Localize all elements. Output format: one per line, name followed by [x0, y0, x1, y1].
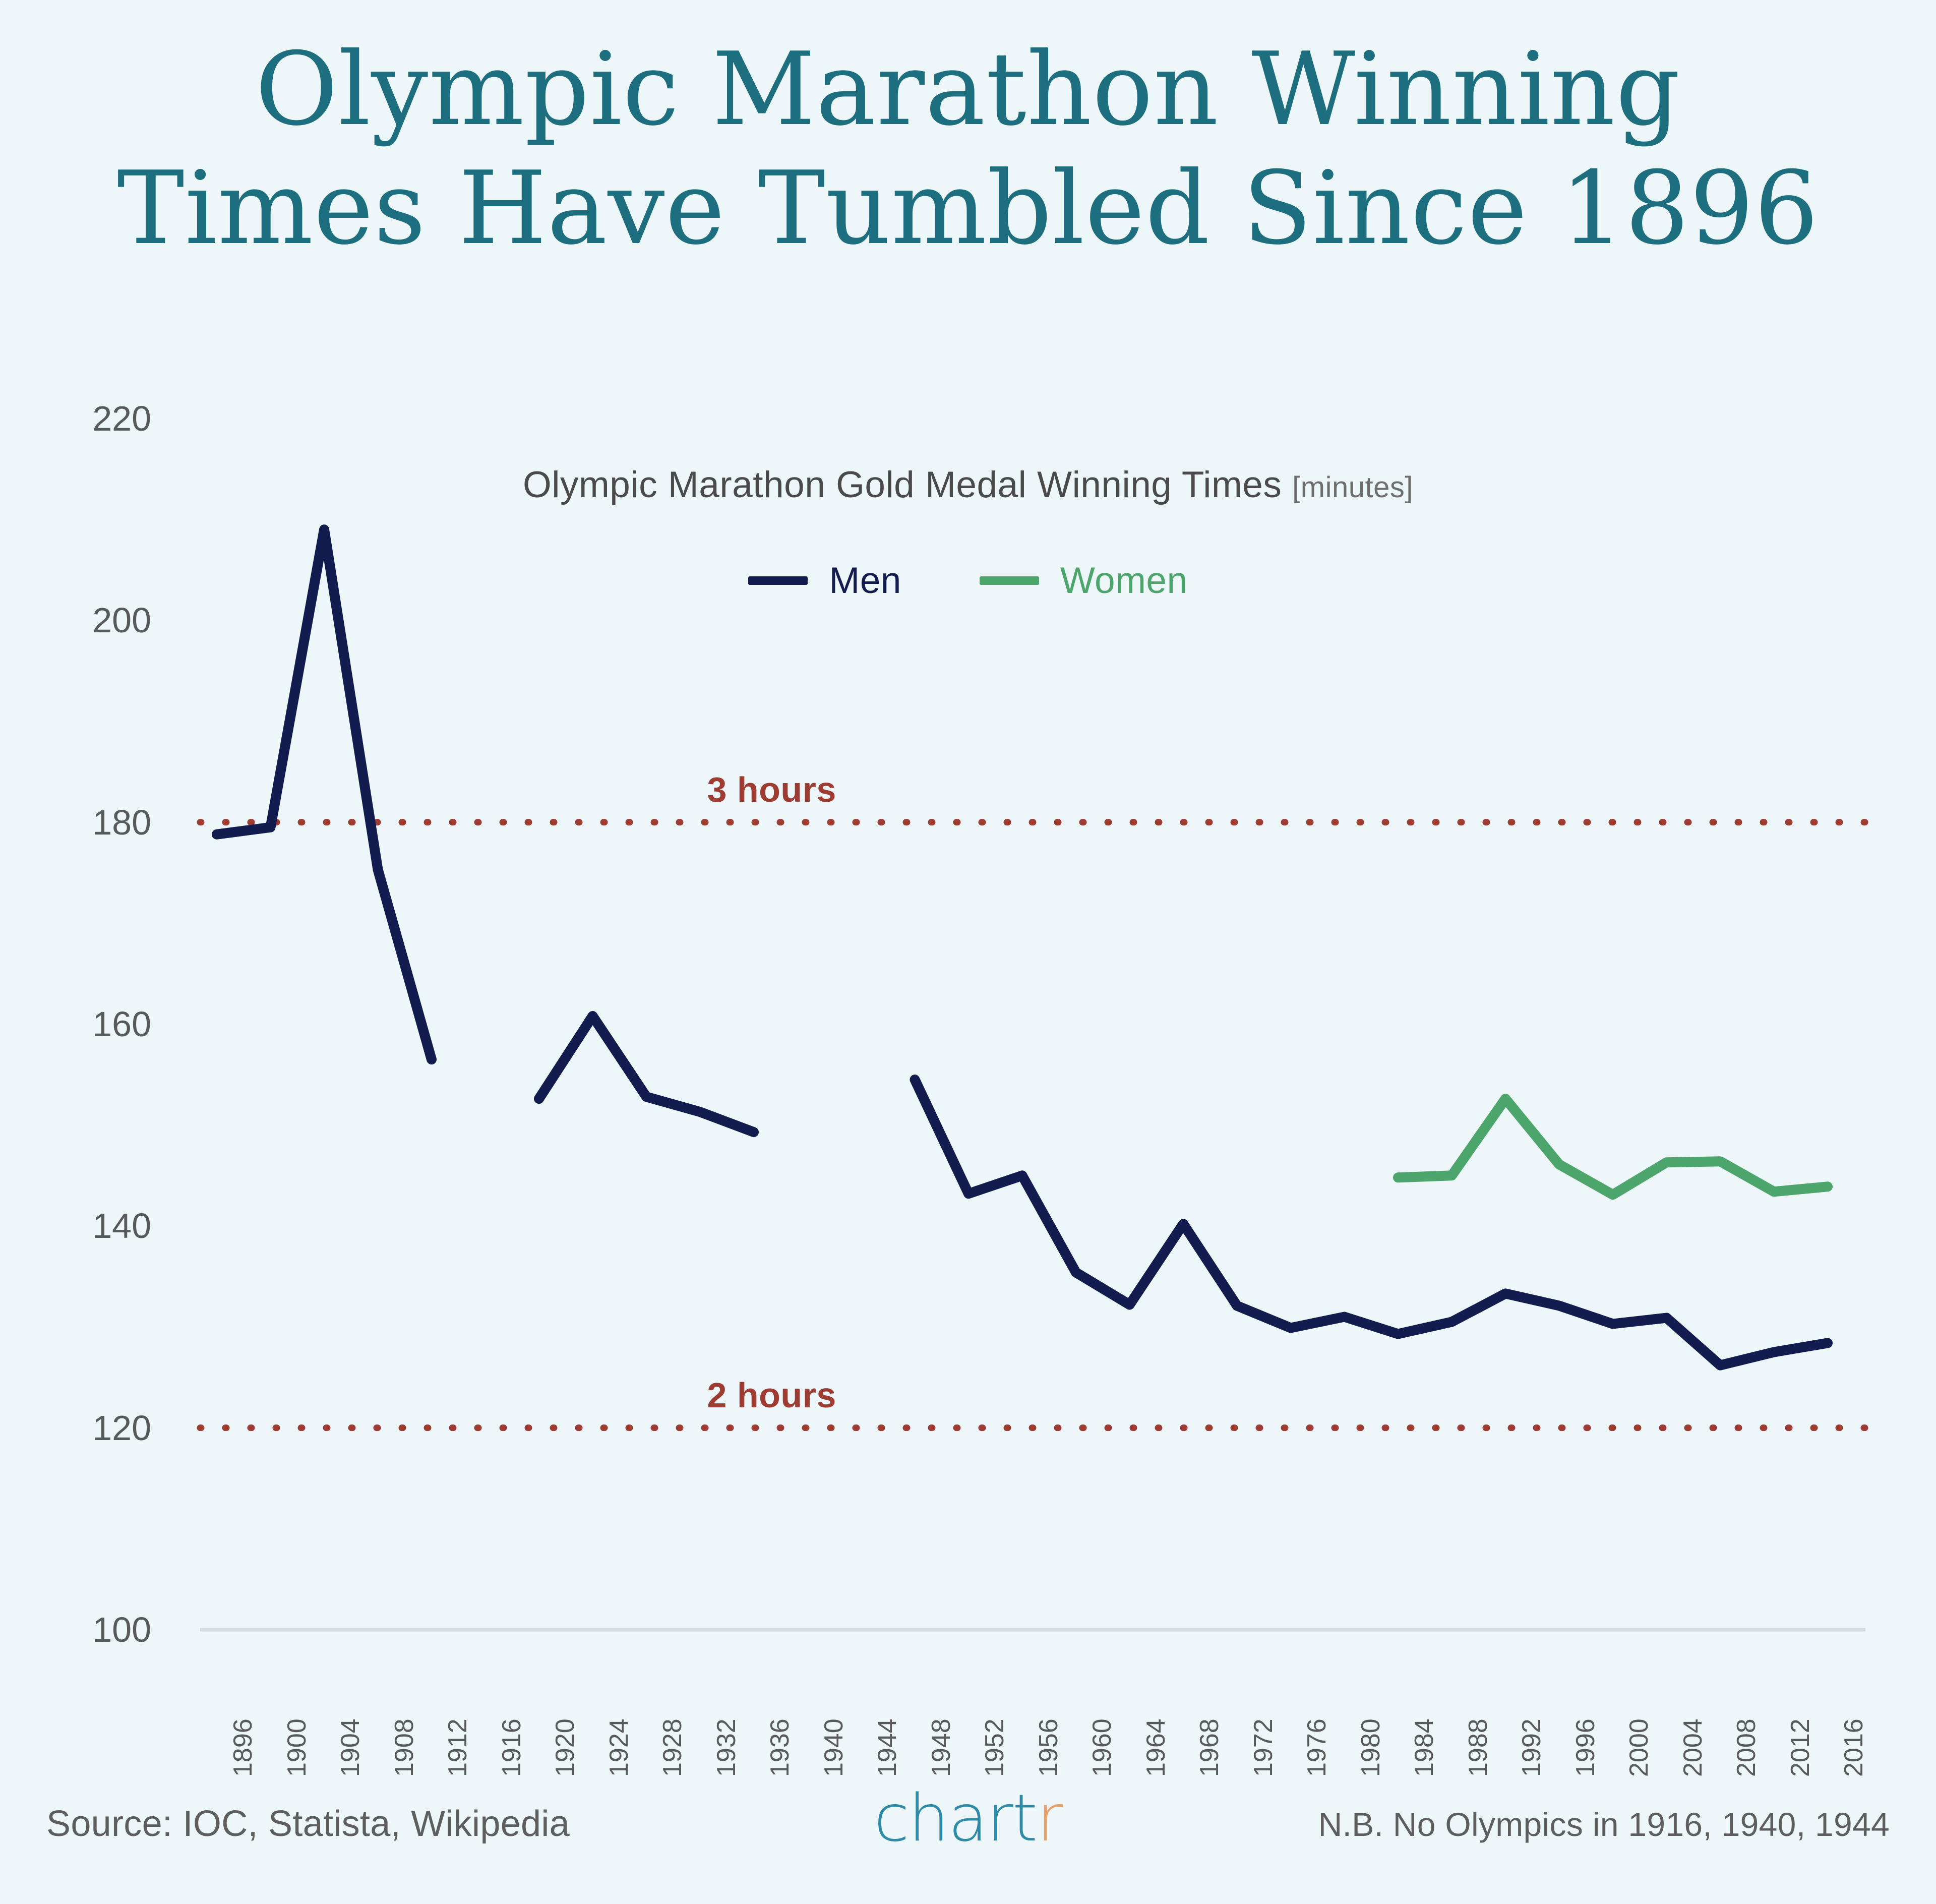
x-axis-tick-label: 1936: [765, 1718, 795, 1777]
x-axis-tick-label: 1944: [873, 1718, 902, 1777]
x-axis-tick-label: 1920: [551, 1718, 580, 1777]
x-axis-tick-label: 2016: [1839, 1718, 1868, 1777]
reference-lines-group: [197, 819, 1869, 1432]
x-axis-tick-label: 1924: [604, 1718, 634, 1777]
legend-swatch-men-icon: [748, 576, 808, 585]
y-axis-tick-label: 200: [92, 601, 151, 640]
y-axis-tick-label: 180: [92, 802, 151, 842]
series-line-men: [910, 1075, 1833, 1371]
x-axis-tick-label: 2012: [1785, 1718, 1815, 1777]
y-axis-tick-label: 100: [92, 1610, 151, 1649]
subtitle-unit-text: [minutes]: [1292, 471, 1413, 504]
legend-label-men: Men: [829, 560, 901, 601]
page-title: Olympic Marathon Winning Times Have Tumb…: [117, 31, 1819, 267]
data-series-group: [212, 524, 1833, 1371]
x-axis-tick-label: 1948: [926, 1718, 956, 1777]
y-axis-tick-label: 120: [92, 1408, 151, 1448]
reference-line-label: 2 hours: [707, 1375, 836, 1415]
x-axis-tick-label: 2004: [1678, 1718, 1708, 1777]
chartr-logo[interactable]: chartr: [874, 1781, 1063, 1856]
x-axis-tick-label: 1900: [282, 1718, 312, 1777]
x-axis-tick-label: 1976: [1302, 1718, 1332, 1777]
x-axis-tick-label: 1972: [1248, 1718, 1278, 1777]
x-axis-tick-label: 1964: [1141, 1718, 1171, 1777]
x-axis-tick-label: 1912: [443, 1718, 472, 1777]
x-axis-tick-label: 2000: [1624, 1718, 1654, 1777]
y-axis-tick-label: 140: [92, 1206, 151, 1246]
footer-source-text: Source: IOC, Statista, Wikipedia: [46, 1804, 570, 1844]
subtitle-main-text: Olympic Marathon Gold Medal Winning Time…: [523, 464, 1293, 505]
legend-label-women: Women: [1060, 560, 1188, 601]
footer-note-text: N.B. No Olympics in 1916, 1940, 1944: [1318, 1806, 1890, 1843]
legend-item-men[interactable]: Men: [748, 560, 901, 602]
y-axis-tick-label: 160: [92, 1004, 151, 1044]
footer: Source: IOC, Statista, Wikipedia chartr …: [0, 1777, 1936, 1873]
x-axis-tick-label: 1968: [1195, 1718, 1224, 1777]
subtitle: Olympic Marathon Gold Medal Winning Time…: [0, 464, 1936, 506]
x-axis-tick-label: 1984: [1410, 1718, 1439, 1777]
x-axis-tick-label: 1928: [658, 1718, 687, 1777]
y-axis-tick-label: 220: [92, 399, 151, 438]
chart-legend: Men Women: [0, 560, 1936, 602]
x-axis-tick-label: 1992: [1517, 1718, 1546, 1777]
x-axis-tick-label: 1980: [1356, 1718, 1385, 1777]
x-axis-tick-label: 1952: [980, 1718, 1009, 1777]
series-line-men: [212, 524, 437, 1065]
x-axis-tick-label: 1988: [1463, 1718, 1493, 1777]
reference-line-label: 3 hours: [707, 769, 836, 809]
legend-item-women[interactable]: Women: [979, 560, 1188, 602]
x-axis-tick-label: 1932: [711, 1718, 741, 1777]
x-axis-tick-label: 1956: [1034, 1718, 1063, 1777]
series-line-men: [534, 1011, 759, 1138]
legend-swatch-women-icon: [979, 576, 1039, 585]
x-axis-tick-label: 1960: [1087, 1718, 1117, 1777]
x-axis-tick-label: 1940: [819, 1718, 849, 1777]
x-axis-tick-label: 1896: [228, 1718, 258, 1777]
x-axis-tick-label: 1904: [336, 1718, 365, 1777]
x-axis-tick-label: 2008: [1732, 1718, 1761, 1777]
brand-name-main: chart: [874, 1781, 1038, 1856]
x-axis-tick-label: 1916: [497, 1718, 526, 1777]
series-line-women: [1393, 1094, 1833, 1200]
brand-name-accent: r: [1037, 1781, 1063, 1856]
x-axis-tick-label: 1908: [389, 1718, 419, 1777]
x-axis-tick-label: 1996: [1570, 1718, 1600, 1777]
